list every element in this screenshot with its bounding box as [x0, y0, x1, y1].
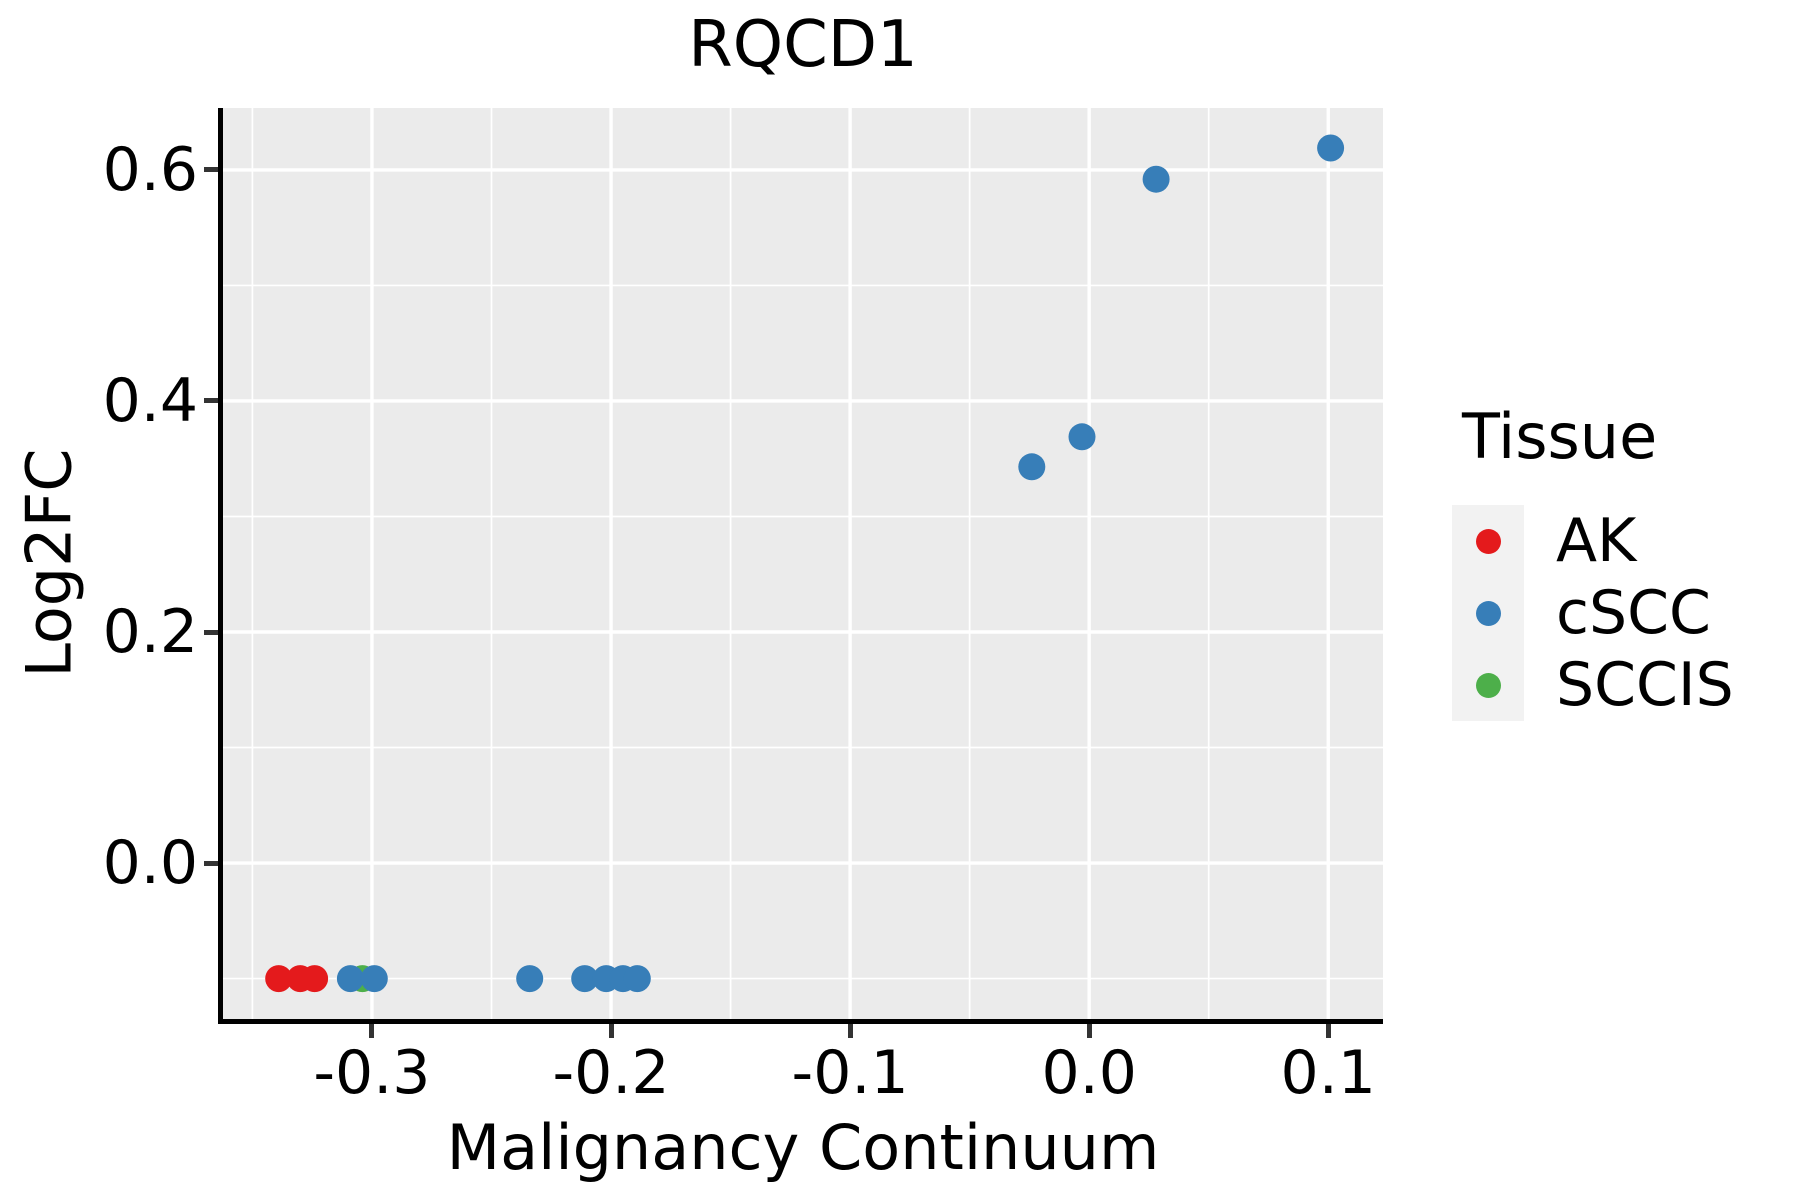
x-tick-label: -0.1 — [791, 1038, 909, 1108]
legend-label: cSCC — [1556, 578, 1711, 648]
y-tick-label: 0.6 — [102, 134, 198, 205]
data-point-cscc — [571, 965, 599, 993]
legend: Tissue AK cSCC SCCIS — [1452, 401, 1734, 721]
data-point-cscc — [1142, 165, 1170, 193]
data-point-cscc — [1018, 453, 1046, 481]
data-point-cscc — [360, 965, 388, 993]
x-tick-label: -0.2 — [552, 1038, 670, 1108]
y-tick-mark — [204, 398, 218, 404]
data-point-ak — [265, 965, 293, 993]
legend-key — [1452, 577, 1524, 649]
legend-key — [1452, 649, 1524, 721]
data-point-ak — [301, 965, 329, 993]
data-point-cscc — [516, 965, 544, 993]
y-axis-line — [218, 108, 223, 1024]
plot-panel — [223, 108, 1383, 1019]
legend-item-ak: AK — [1452, 505, 1734, 577]
x-tick-mark — [1086, 1024, 1092, 1038]
x-axis-line — [218, 1019, 1383, 1024]
x-axis-title: Malignancy Continuum — [446, 1111, 1160, 1184]
y-tick-mark — [204, 629, 218, 635]
ak-dot-icon — [1475, 528, 1501, 554]
legend-item-sccis: SCCIS — [1452, 649, 1734, 721]
legend-label: AK — [1556, 506, 1637, 576]
plot-canvas — [223, 108, 1383, 1019]
sccis-dot-icon — [1475, 672, 1501, 698]
legend-key — [1452, 505, 1524, 577]
x-tick-label: 0.0 — [1041, 1038, 1137, 1108]
x-tick-mark — [847, 1024, 853, 1038]
data-point-cscc — [1068, 423, 1096, 451]
legend-item-cscc: cSCC — [1452, 577, 1734, 649]
data-point-cscc — [1317, 134, 1345, 162]
x-tick-mark — [608, 1024, 614, 1038]
x-tick-label: -0.3 — [313, 1038, 431, 1108]
cscc-dot-icon — [1475, 600, 1501, 626]
legend-title: Tissue — [1462, 400, 1658, 473]
plot-title: RQCD1 — [688, 8, 918, 82]
legend-label: SCCIS — [1556, 650, 1734, 720]
x-tick-mark — [369, 1024, 375, 1038]
y-tick-label: 0.0 — [102, 828, 198, 899]
data-point-cscc — [336, 965, 364, 993]
x-tick-mark — [1325, 1024, 1331, 1038]
x-tick-label: 0.1 — [1280, 1038, 1376, 1108]
y-tick-mark — [204, 860, 218, 866]
y-tick-label: 0.4 — [102, 365, 198, 436]
y-tick-mark — [204, 167, 218, 173]
y-tick-label: 0.2 — [102, 597, 198, 667]
data-point-cscc — [623, 965, 651, 993]
